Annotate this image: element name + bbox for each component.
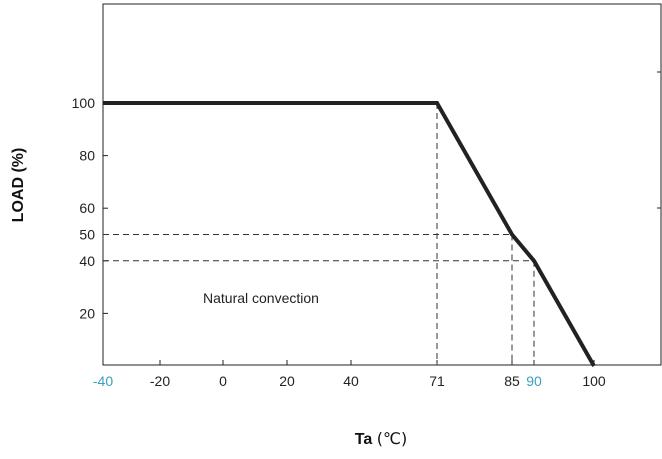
x-tick-label: -20: [150, 373, 170, 389]
y-tick-label: 100: [72, 95, 96, 111]
y-tick-label: 60: [79, 200, 95, 216]
x-tick-label: -40: [93, 373, 113, 389]
y-axis-title: LOAD (%): [10, 148, 27, 223]
x-axis-title: Ta (℃): [355, 429, 407, 448]
plot-frame: [102, 3, 662, 366]
x-tick-label: 0: [219, 373, 227, 389]
x-tick-label: 20: [279, 373, 295, 389]
x-tick-label: 90: [526, 373, 542, 389]
x-tick-label: 40: [343, 373, 359, 389]
natural-convection-label: Natural convection: [203, 290, 319, 306]
x-axis-title-text: Ta: [355, 431, 377, 448]
y-tick-label: 50: [79, 227, 95, 243]
x-tick-label: 100: [582, 373, 606, 389]
x-tick-label: 71: [429, 373, 445, 389]
x-axis-unit: (℃): [377, 429, 407, 448]
x-tick-label: 85: [504, 373, 520, 389]
y-tick-label: 80: [79, 148, 95, 164]
y-tick-label: 20: [79, 305, 95, 321]
y-tick-label: 40: [79, 253, 95, 269]
